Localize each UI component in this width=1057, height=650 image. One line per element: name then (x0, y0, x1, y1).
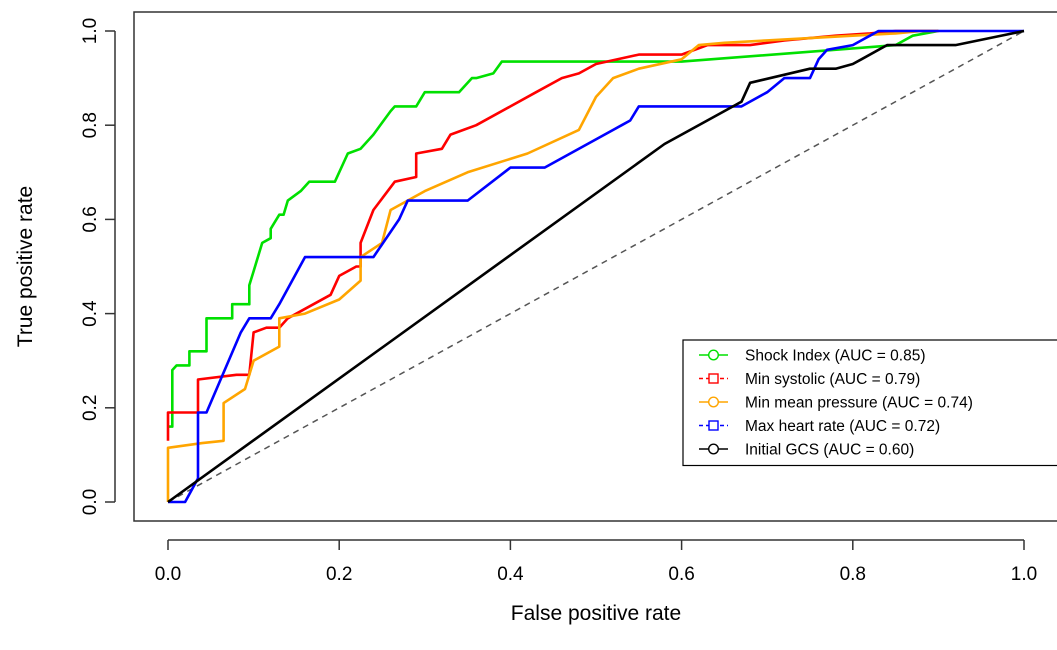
legend-label-2: Min systolic (AUC = 0.79) (745, 371, 920, 388)
x-tick-label: 0.4 (497, 564, 524, 585)
series-line-5 (167, 29, 1025, 504)
legend-label-3: Min mean pressure (AUC = 0.74) (745, 395, 973, 412)
x-tick-label: 0.2 (326, 564, 352, 585)
y-axis-title: True positive rate (14, 186, 37, 347)
y-tick-label: 0.2 (80, 395, 101, 421)
y-tick-label: 0.0 (80, 489, 101, 515)
x-tick-label: 0.6 (668, 564, 694, 585)
series-line-2 (166, 29, 939, 441)
legend-square-marker-2 (708, 373, 719, 384)
legend-box (682, 339, 1057, 467)
legend-label-1: Shock Index (AUC = 0.85) (745, 348, 926, 365)
plot-frame (133, 11, 1057, 522)
series-line-1 (168, 29, 939, 428)
legend-label-5: Initial GCS (AUC = 0.60) (745, 442, 914, 459)
y-axis: 0.0 0.2 0.4 0.6 0.8 1.0 (80, 18, 116, 515)
legend-circle-marker-1 (708, 349, 720, 361)
series-line-4 (168, 29, 1024, 504)
x-axis-title: False positive rate (511, 602, 681, 625)
legend-circle-marker-5 (708, 443, 720, 455)
legend-square-marker-4 (708, 420, 719, 431)
x-tick-label: 0.0 (155, 564, 181, 585)
y-tick-label: 0.8 (80, 112, 101, 138)
x-tick-label: 1.0 (1011, 564, 1037, 585)
reference-diagonal (167, 30, 1025, 503)
y-tick-label: 0.6 (80, 206, 101, 232)
legend-circle-marker-3 (708, 396, 720, 408)
legend: Shock Index (AUC = 0.85) Min systolic (AU… (682, 339, 1057, 467)
series-layer (166, 29, 1025, 504)
x-axis: 0.0 0.2 0.4 0.6 0.8 1.0 (155, 539, 1037, 585)
y-tick-label: 0.4 (80, 300, 101, 327)
legend-label-4: Max heart rate (AUC = 0.72) (745, 418, 940, 435)
y-tick-label: 1.0 (80, 18, 101, 44)
x-tick-label: 0.8 (840, 564, 866, 585)
